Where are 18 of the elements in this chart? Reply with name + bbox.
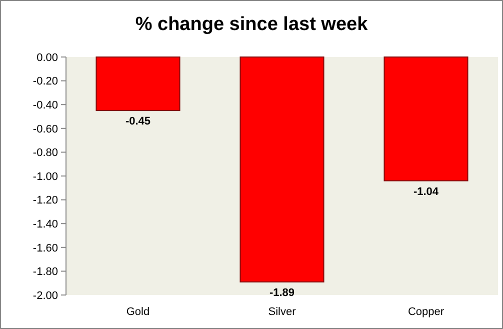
y-tick-label: -1.00: [32, 170, 58, 183]
y-tick-label: -1.20: [32, 194, 58, 207]
data-label: -1.89: [269, 286, 295, 299]
x-tick-label: Copper: [408, 306, 444, 318]
chart-title: % change since last week: [135, 14, 368, 35]
y-tick-label: -0.40: [32, 99, 58, 112]
y-tick-label: -0.80: [32, 147, 58, 160]
data-label: -1.04: [413, 186, 440, 198]
y-tick-label: -0.60: [32, 123, 58, 136]
data-label: -0.45: [125, 116, 151, 128]
y-tick-label: -2.00: [32, 290, 58, 302]
y-tick-label: -0.20: [32, 76, 58, 88]
y-tick-label: 0.00: [36, 52, 58, 64]
y-tick-label: -1.60: [32, 242, 58, 254]
y-tick-label: -1.80: [32, 266, 58, 278]
x-tick-label: Silver: [268, 306, 296, 318]
x-tick-label: Gold: [126, 306, 150, 318]
y-tick-label: -1.40: [32, 218, 58, 230]
